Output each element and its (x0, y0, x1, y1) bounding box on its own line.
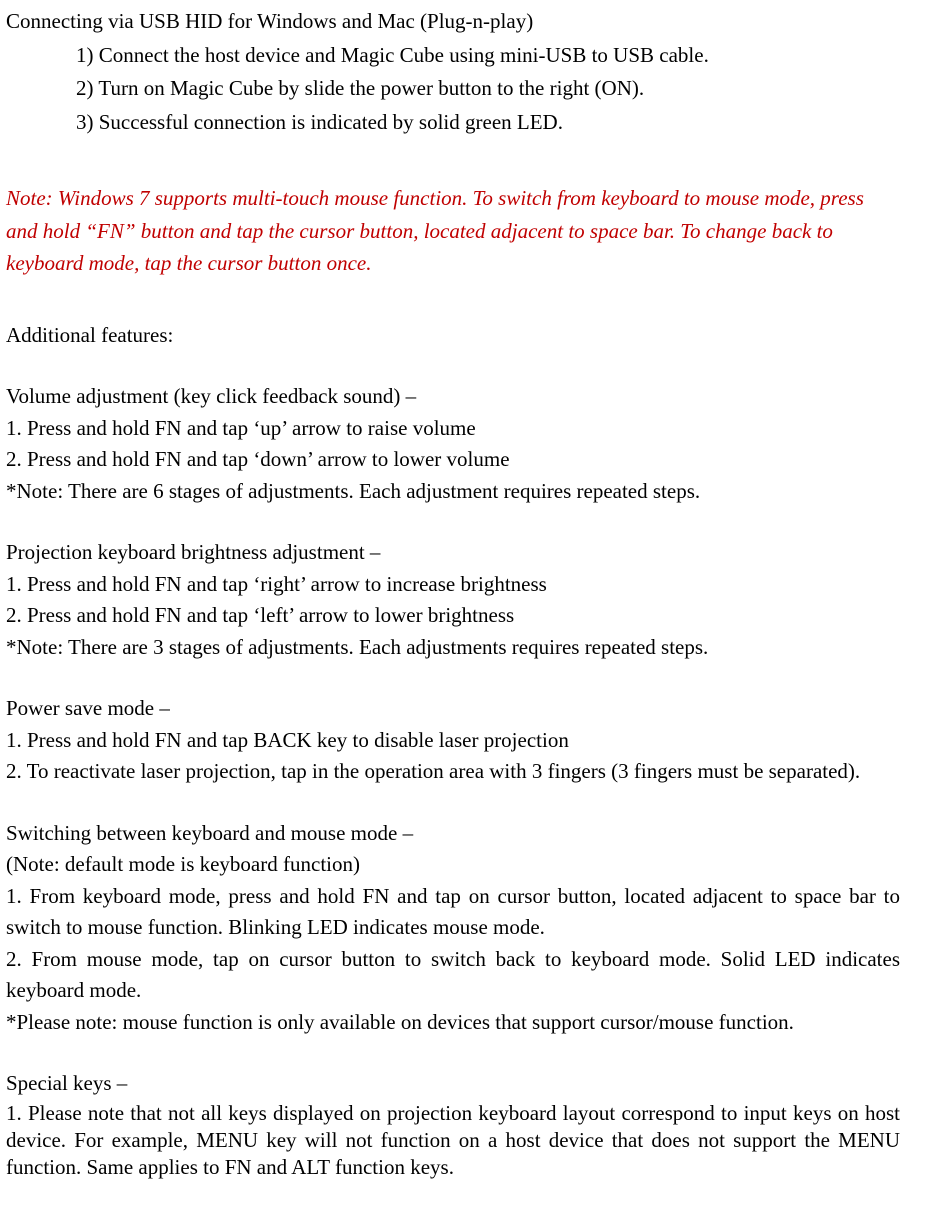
spacer (6, 663, 900, 693)
usb-step-3: 3) Successful connection is indicated by… (76, 107, 900, 139)
windows7-note: Note: Windows 7 supports multi-touch mou… (6, 182, 900, 280)
spacer (6, 351, 900, 381)
switching-subnote: (Note: default mode is keyboard function… (6, 849, 900, 881)
volume-note: *Note: There are 6 stages of adjustments… (6, 476, 900, 508)
switching-step-2: 2. From mouse mode, tap on cursor button… (6, 944, 900, 1007)
spacer (6, 788, 900, 818)
spacer (6, 290, 900, 320)
special-step-1: 1. Please note that not all keys display… (6, 1100, 900, 1182)
spacer (6, 140, 900, 172)
special-heading: Special keys – (6, 1068, 900, 1100)
brightness-step-1: 1. Press and hold FN and tap ‘right’ arr… (6, 569, 900, 601)
switching-note: *Please note: mouse function is only ava… (6, 1007, 900, 1039)
usb-heading: Connecting via USB HID for Windows and M… (6, 6, 900, 38)
additional-heading: Additional features: (6, 320, 900, 352)
volume-step-1: 1. Press and hold FN and tap ‘up’ arrow … (6, 413, 900, 445)
powersave-heading: Power save mode – (6, 693, 900, 725)
switching-heading: Switching between keyboard and mouse mod… (6, 818, 900, 850)
powersave-step-2: 2. To reactivate laser projection, tap i… (6, 756, 900, 788)
brightness-step-2: 2. Press and hold FN and tap ‘left’ arro… (6, 600, 900, 632)
spacer (6, 507, 900, 537)
usb-step-2: 2) Turn on Magic Cube by slide the power… (76, 73, 900, 105)
brightness-heading: Projection keyboard brightness adjustmen… (6, 537, 900, 569)
spacer (6, 1038, 900, 1068)
switching-step-1: 1. From keyboard mode, press and hold FN… (6, 881, 900, 944)
volume-step-2: 2. Press and hold FN and tap ‘down’ arro… (6, 444, 900, 476)
powersave-step-1: 1. Press and hold FN and tap BACK key to… (6, 725, 900, 757)
volume-heading: Volume adjustment (key click feedback so… (6, 381, 900, 413)
brightness-note: *Note: There are 3 stages of adjustments… (6, 632, 900, 664)
usb-step-1: 1) Connect the host device and Magic Cub… (76, 40, 900, 72)
